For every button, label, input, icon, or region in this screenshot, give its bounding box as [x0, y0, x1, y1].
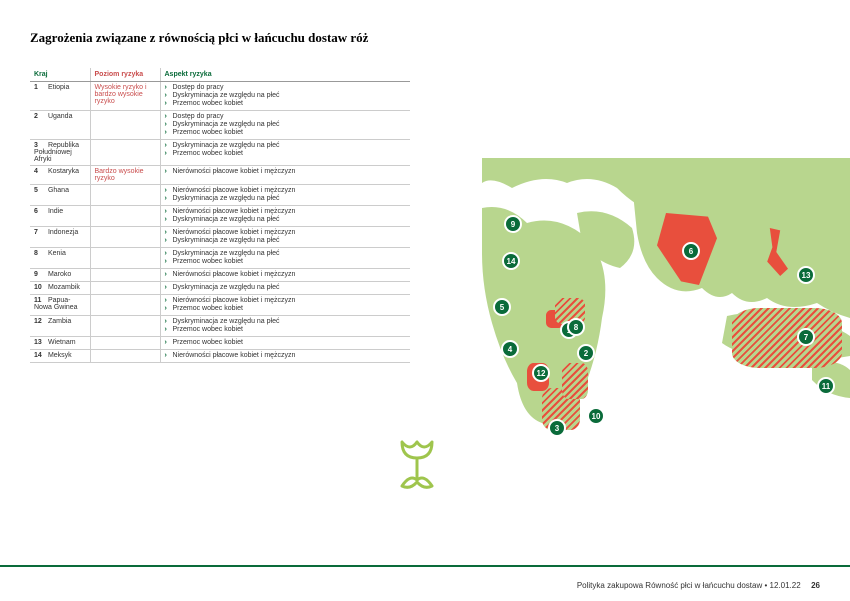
table-row: 8 KeniaDyskryminacja ze względu na płećP…: [30, 248, 410, 269]
page-title: Zagrożenia związane z równością płci w ł…: [30, 30, 820, 46]
table-row: 6 IndieNierówności płacowe kobiet i mężc…: [30, 206, 410, 227]
th-risk: Poziom ryzyka: [90, 68, 160, 82]
map-marker: 10: [587, 407, 605, 425]
map-marker: 8: [567, 318, 585, 336]
risk-map: 5414912310128671311: [482, 158, 850, 436]
table-row: 3 Republika Południowej AfrykiDyskrymina…: [30, 140, 410, 166]
table-row: 13 WietnamPrzemoc wobec kobiet: [30, 337, 410, 350]
table-row: 14 MeksykNierówności płacowe kobiet i mę…: [30, 350, 410, 363]
map-marker: 11: [817, 377, 835, 395]
table-row: 11 Papua-Nowa GwineaNierówności płacowe …: [30, 295, 410, 316]
table-row: 2 UgandaDostęp do pracyDyskryminacja ze …: [30, 111, 410, 140]
page-footer: Polityka zakupowa Równość płci w łańcuch…: [0, 565, 850, 601]
tulip-icon: [390, 430, 444, 494]
page-number: 26: [811, 581, 820, 590]
map-marker: 9: [504, 215, 522, 233]
th-country: Kraj: [30, 68, 90, 82]
map-marker: 12: [532, 364, 550, 382]
map-country-hatch: [732, 308, 842, 368]
table-row: 5 GhanaNierówności płacowe kobiet i mężc…: [30, 185, 410, 206]
table-row: 10 MozambikDyskryminacja ze względu na p…: [30, 282, 410, 295]
map-marker: 14: [502, 252, 520, 270]
map-marker: 4: [501, 340, 519, 358]
risk-table: Kraj Poziom ryzyka Aspekt ryzyka 1 Etiop…: [30, 68, 410, 363]
table-row: 7 IndonezjaNierówności płacowe kobiet i …: [30, 227, 410, 248]
map-marker: 2: [577, 344, 595, 362]
table-row: 9 MarokoNierówności płacowe kobiet i męż…: [30, 269, 410, 282]
map-marker: 6: [682, 242, 700, 260]
map-marker: 5: [493, 298, 511, 316]
table-row: 1 EtiopiaWysokie ryzyko i bardzo wysokie…: [30, 82, 410, 111]
footer-text: Polityka zakupowa Równość płci w łańcuch…: [577, 581, 801, 590]
table-row: 12 ZambiaDyskryminacja ze względu na płe…: [30, 316, 410, 337]
map-marker: 7: [797, 328, 815, 346]
map-country-hatch: [562, 363, 588, 399]
map-marker: 13: [797, 266, 815, 284]
map-marker: 3: [548, 419, 566, 436]
table-row: 4 KostarykaBardzo wysokie ryzykoNierówno…: [30, 166, 410, 185]
th-aspect: Aspekt ryzyka: [160, 68, 410, 82]
